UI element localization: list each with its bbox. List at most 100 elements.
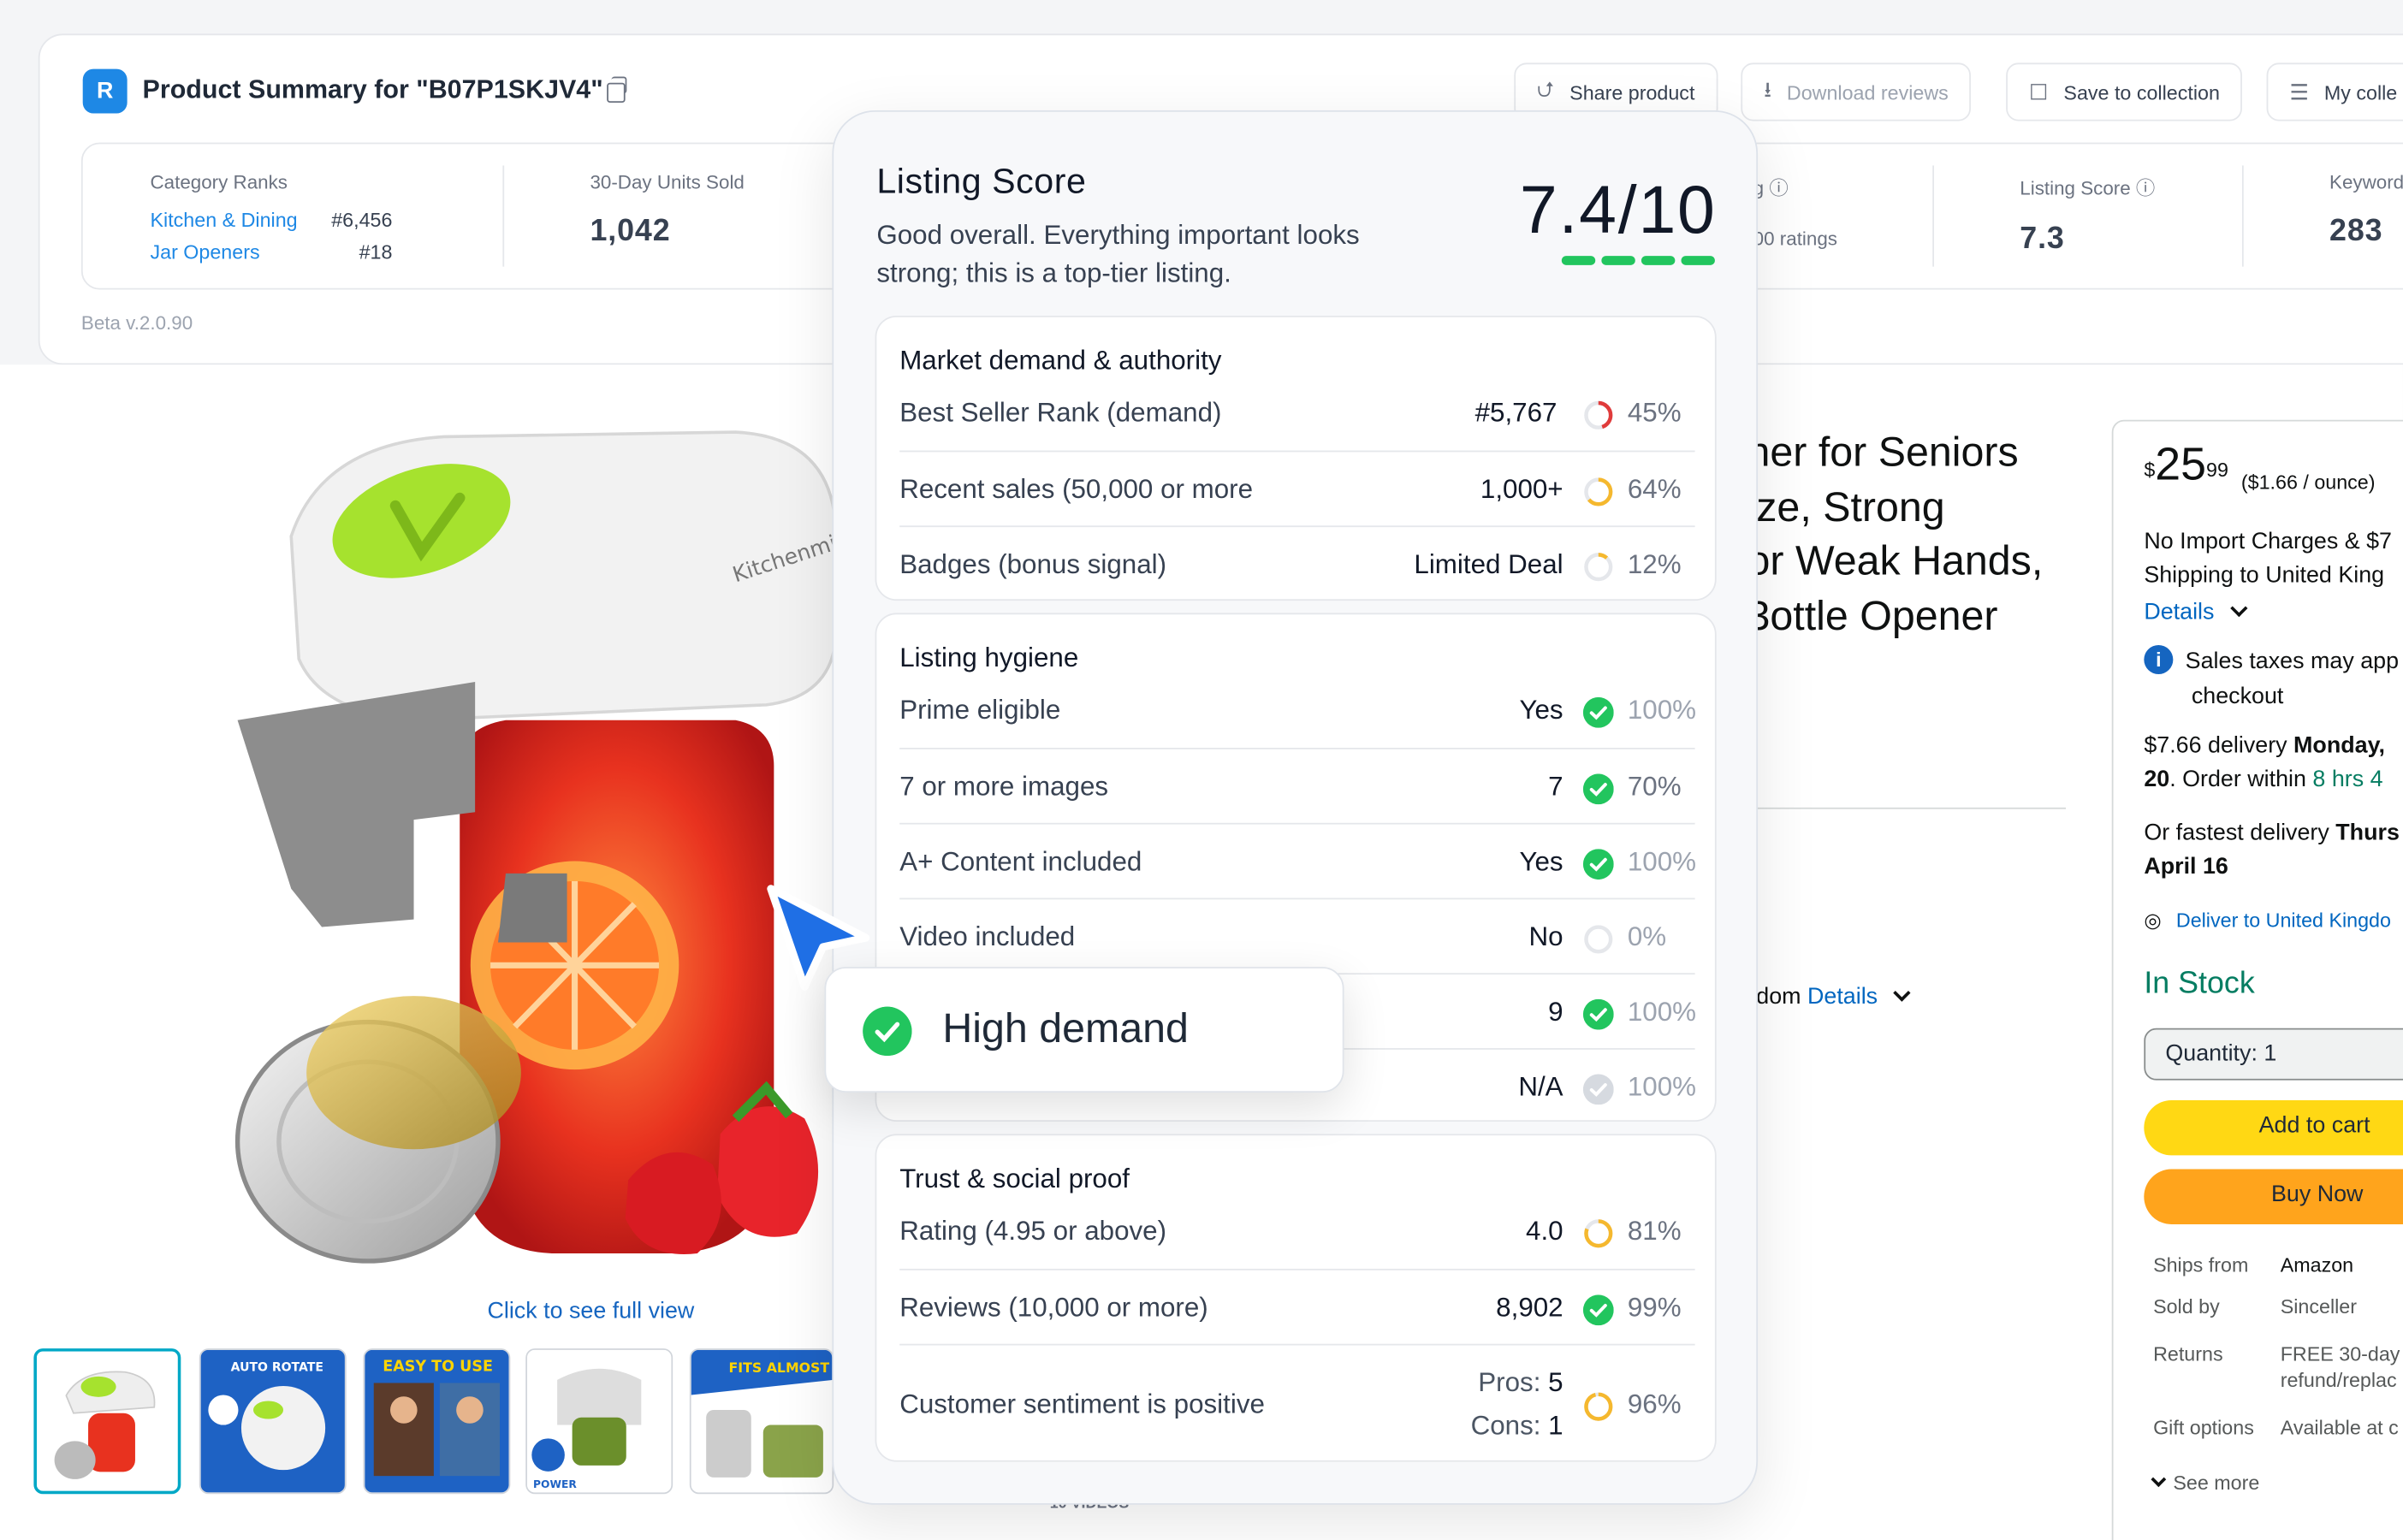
rank-value: #18	[359, 240, 393, 264]
thumbnail[interactable]: FITS ALMOST SIZE	[689, 1348, 834, 1495]
score-row: 7 or more images 7 70%	[899, 748, 1695, 823]
thumbnail[interactable]: POWER	[525, 1348, 673, 1495]
score-row: Reviews (10,000 or more) 8,902 99%	[899, 1268, 1695, 1344]
panel-subtitle: Good overall. Everything important looks…	[876, 219, 1360, 288]
fastest-delivery: Or fastest delivery Thurs	[2144, 820, 2400, 846]
empty-ring-icon	[1584, 925, 1613, 954]
progress-ring-icon	[1584, 1219, 1613, 1248]
check-circle-icon	[863, 1006, 912, 1056]
details-link[interactable]: Details	[1807, 983, 1878, 1010]
product-hero-image[interactable]: Kitchenmi	[230, 414, 843, 1272]
price: $2599 ($1.66 / ounce)	[2144, 440, 2376, 494]
units-sold-stat: 30-Day Units Sold 1,042	[590, 172, 744, 250]
panel-title: Listing Score	[876, 161, 1087, 201]
returns-link-2[interactable]: refund/replac	[2280, 1368, 2397, 1392]
category-ranks: Category Ranks Kitchen & Dining #6,456 J…	[150, 172, 392, 264]
chevron-down-icon	[2230, 599, 2248, 618]
app-logo-icon: R	[82, 68, 128, 114]
returns-label: Returns	[2153, 1342, 2223, 1365]
thumbnail[interactable]: EASY TO USE	[363, 1348, 511, 1495]
save-label: Save to collection	[2063, 80, 2220, 104]
fastest-date: April 16	[2144, 853, 2228, 880]
category-ranks-label: Category Ranks	[150, 171, 288, 193]
version-label: Beta v.2.0.90	[80, 312, 193, 335]
section-heading: Trust & social proof	[899, 1163, 1130, 1194]
rank-category-link[interactable]: Kitchen & Dining	[150, 208, 298, 232]
thumbnail[interactable]: AUTO ROTATE	[199, 1348, 347, 1495]
save-to-collection-button[interactable]: ☐ Save to collection	[2006, 62, 2243, 121]
listing-score-panel: Listing Score Good overall. Everything i…	[832, 110, 1759, 1505]
delivery-line-2: 20. Order within 8 hrs 4	[2144, 766, 2383, 792]
share-icon: ⮍	[1537, 76, 1555, 102]
units-sold-label: 30-Day Units Sold	[590, 171, 745, 193]
download-label: Download reviews	[1786, 80, 1949, 104]
chevron-down-icon	[1893, 984, 1912, 1002]
buy-now-button[interactable]: Buy Now	[2144, 1169, 2403, 1225]
rank-value: #6,456	[331, 208, 393, 232]
rank-row: Kitchen & Dining #6,456	[150, 209, 392, 232]
download-reviews-button[interactable]: ⭳ Download reviews	[1741, 62, 1972, 121]
score-row: A+ Content included Yes 100%	[899, 822, 1696, 898]
ratings-label: g ⓘ	[1753, 177, 1789, 199]
check-circle-icon	[1582, 1294, 1614, 1326]
deliver-to-link[interactable]: ◎ Deliver to United Kingdo	[2144, 909, 2391, 932]
score-row: Recent sales (50,000 or more 1,000+ 64%	[899, 450, 1695, 526]
svg-text:EASY TO USE: EASY TO USE	[383, 1358, 493, 1375]
keyword-label: Keyword	[2329, 171, 2403, 193]
listing-score-label: Listing Score ⓘ	[2020, 177, 2156, 199]
download-icon: ⭳	[1764, 76, 1771, 102]
rank-row: Jar Openers #18	[150, 240, 392, 264]
thumbnail[interactable]	[33, 1348, 181, 1495]
stock-status: In Stock	[2144, 967, 2255, 1001]
delivery-line: $7.66 delivery Monday,	[2144, 732, 2386, 759]
see-more-link[interactable]: See more	[2151, 1471, 2259, 1494]
score-row: Video included No 0%	[899, 897, 1695, 974]
ships-from-value: Amazon	[2280, 1253, 2354, 1276]
gift-options-link[interactable]: Available at c	[2280, 1415, 2399, 1439]
score-row: Prime eligible Yes 100%	[899, 672, 1696, 748]
progress-ring-icon	[1584, 477, 1613, 506]
quantity-select[interactable]: Quantity: 1	[2144, 1028, 2403, 1081]
score-row: Best Seller Rank (demand) #5,767 45%	[899, 376, 1694, 451]
returns-link[interactable]: FREE 30-day	[2280, 1342, 2400, 1365]
share-label: Share product	[1569, 80, 1695, 104]
rank-category-link[interactable]: Jar Openers	[150, 240, 260, 264]
check-circle-icon	[1582, 696, 1614, 728]
keyword-stat: Keyword 283	[2329, 172, 2403, 250]
score-row: Rating (4.95 or above) 4.0 81%	[899, 1194, 1694, 1269]
info-icon: i	[2144, 645, 2174, 675]
divider	[1932, 165, 1934, 267]
progress-ring-icon	[1584, 1392, 1613, 1421]
details-link[interactable]: Details	[2144, 596, 2248, 630]
score-row: Customer sentiment is positive Pros: 5 C…	[899, 1343, 1695, 1464]
score-row: Badges (bonus signal) Limited Deal 12%	[899, 525, 1695, 601]
list-icon: ☰	[2289, 79, 2309, 104]
listing-score-stat: Listing Score ⓘ 7.3	[2020, 172, 2155, 258]
svg-text:AUTO ROTATE: AUTO ROTATE	[231, 1360, 323, 1374]
check-circle-icon	[1582, 849, 1614, 880]
bookmark-icon: ☐	[2029, 79, 2049, 104]
section-heading: Listing hygiene	[899, 642, 1079, 673]
click-full-view-link[interactable]: Click to see full view	[487, 1297, 695, 1324]
sold-by-link[interactable]: Sinceller	[2280, 1294, 2357, 1318]
svg-text:FITS ALMOST SIZE: FITS ALMOST SIZE	[728, 1359, 834, 1376]
add-to-cart-button[interactable]: Add to cart	[2144, 1099, 2403, 1156]
check-circle-icon	[1582, 998, 1614, 1030]
tax-notice: i Sales taxes may app	[2144, 645, 2399, 678]
tax-notice-cont: checkout	[2191, 683, 2284, 710]
divider	[1747, 807, 2066, 809]
check-circle-icon	[1582, 1074, 1614, 1105]
product-title: ner for Seniors ize, Strong or Weak Hand…	[1747, 429, 2044, 638]
copy-icon[interactable]	[607, 76, 627, 103]
gift-options-label: Gift options	[2153, 1415, 2254, 1439]
progress-ring-icon	[1584, 553, 1613, 582]
section-trust: Trust & social proof Rating (4.95 or abo…	[875, 1134, 1717, 1464]
my-collections-button[interactable]: ☰ My colle	[2266, 62, 2403, 121]
import-charges: No Import Charges & $7	[2144, 528, 2392, 555]
ratings-stat: g ⓘ 00 ratings	[1753, 172, 1837, 250]
help-icon[interactable]: ⓘ	[2135, 177, 2156, 199]
toast-text: High demand	[942, 1004, 1189, 1051]
section-heading: Market demand & authority	[899, 344, 1222, 376]
shipping-line: Shipping to United King	[2144, 562, 2385, 589]
overall-score: 7.4/10	[1519, 173, 1717, 249]
